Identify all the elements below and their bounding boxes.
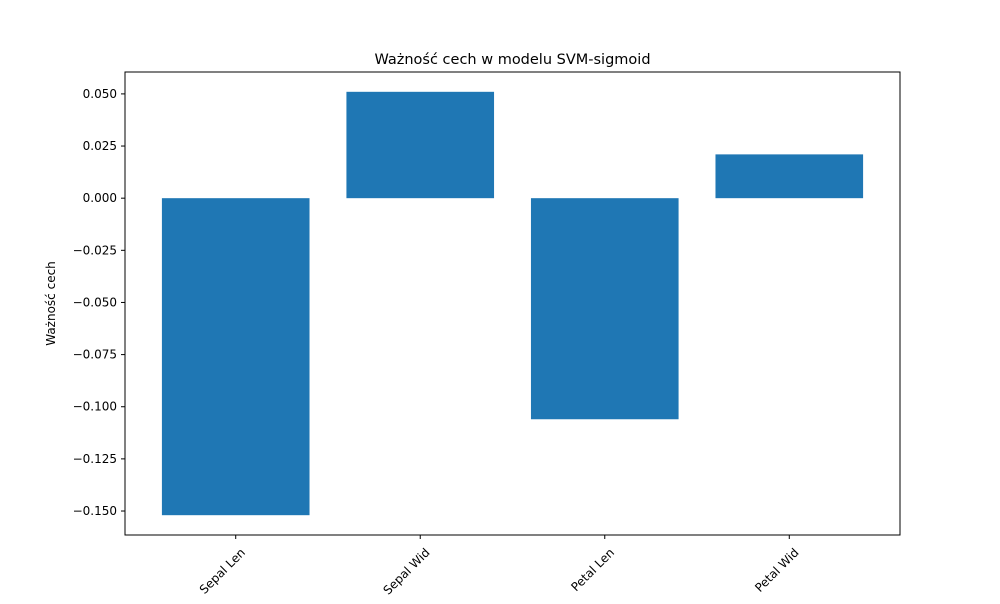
y-tick-label: −0.025 bbox=[73, 243, 117, 257]
y-tick-label: −0.075 bbox=[73, 348, 117, 362]
y-axis-label: Ważność cech bbox=[44, 261, 58, 346]
bar-sepal-len bbox=[161, 198, 310, 516]
bars-group bbox=[161, 91, 864, 516]
y-tick-label: −0.100 bbox=[73, 400, 117, 414]
y-tick-label: −0.125 bbox=[73, 452, 117, 466]
y-axis: 0.050 0.025 0.000 −0.025 −0.050 −0.075 −0.100 −… bbox=[73, 87, 125, 518]
plot-frame bbox=[124, 71, 901, 536]
y-tick-label: 0.050 bbox=[83, 87, 117, 101]
y-tick-label: 0.000 bbox=[83, 191, 117, 205]
y-tick-label: −0.150 bbox=[73, 504, 117, 518]
y-tick-label: −0.050 bbox=[73, 295, 117, 309]
y-tick-label: 0.025 bbox=[83, 139, 117, 153]
bar-petal-len bbox=[530, 198, 679, 420]
bar-sepal-wid bbox=[346, 91, 495, 199]
chart-title: Ważność cech w modelu SVM-sigmoid bbox=[374, 52, 650, 68]
bar-petal-wid bbox=[715, 154, 864, 199]
